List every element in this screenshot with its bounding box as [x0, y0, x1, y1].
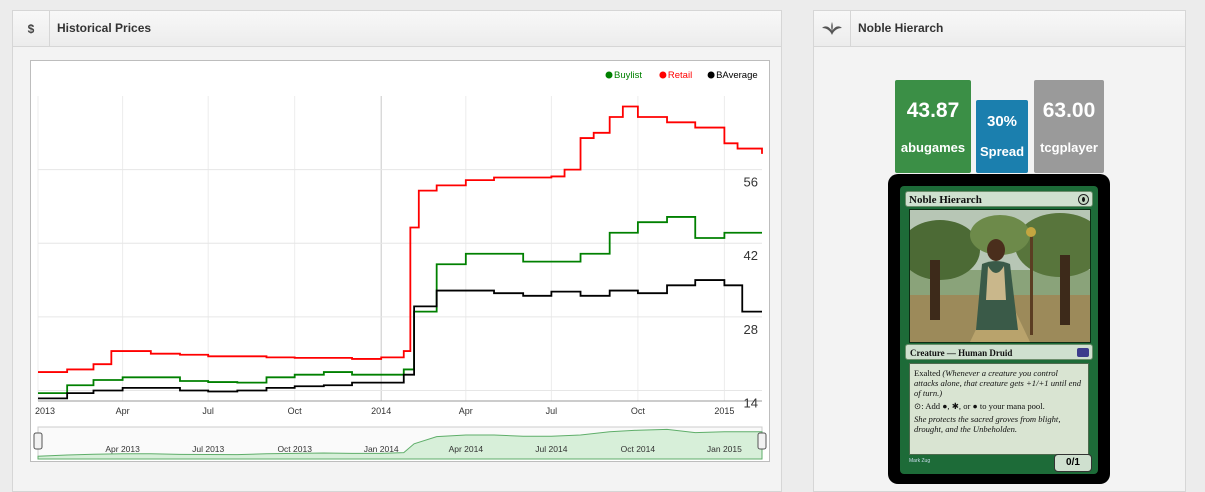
power-toughness: 0/1: [1054, 454, 1092, 472]
x-tick-label: 2014: [371, 406, 391, 416]
navigator-label: Jul 2013: [192, 444, 224, 454]
series-line-retail: [38, 105, 763, 373]
x-tick-label: Jul: [202, 406, 214, 416]
historical-prices-panel: $ Historical Prices 14 28 42 56 2013 Apr Jul Oc…: [12, 10, 782, 492]
price-chart[interactable]: 14 28 42 56 2013 Apr Jul Oct 2014 Apr Jul Oct 2015 Bu…: [30, 60, 770, 462]
card-type: Creature — Human Druid: [910, 348, 1013, 358]
card-artwork: [909, 209, 1091, 343]
card-panel: Noble Hierarch 43.87 abugames 30% Spread…: [813, 10, 1186, 492]
legend-marker-buylist: [605, 71, 613, 79]
retail-source: tcgplayer: [1040, 140, 1098, 155]
panel-header: Noble Hierarch: [814, 11, 1185, 47]
keyword: Exalted: [914, 368, 941, 378]
navigator-label: Apr 2014: [449, 444, 484, 454]
artist-credit: Mark Zug: [909, 458, 931, 464]
x-tick-label: Oct: [288, 406, 303, 416]
price-chart-svg[interactable]: 14 28 42 56 2013 Apr Jul Oct 2014 Apr Jul Oct 2015 Bu…: [31, 61, 769, 461]
spread-label: Spread: [979, 144, 1025, 159]
y-tick-label: 28: [744, 322, 758, 337]
y-tick-label: 14: [744, 395, 758, 410]
spread-badge: 30% Spread: [976, 100, 1028, 173]
x-tick-label: 2015: [714, 406, 734, 416]
navigator-handle[interactable]: [33, 432, 43, 450]
green-mana-icon: [1078, 194, 1089, 205]
panel-title: Noble Hierarch: [858, 21, 944, 35]
card-name: Noble Hierarch: [909, 194, 982, 206]
buylist-price: 43.87: [906, 99, 960, 122]
legend-marker-baverage: [707, 71, 715, 79]
tap-icon: ⊙: [914, 401, 922, 411]
legend-label-baverage: BAverage: [716, 70, 758, 81]
legend-marker-retail: [659, 71, 667, 79]
legend-label-buylist: Buylist: [614, 70, 642, 81]
navigator-label: Oct 2013: [277, 444, 312, 454]
y-tick-label: 42: [744, 248, 758, 263]
x-tick-label: 2013: [35, 406, 55, 416]
navigator-area: [37, 428, 763, 460]
spread-value: 30%: [986, 113, 1018, 130]
navigator-label: Oct 2014: [621, 444, 656, 454]
plant-icon: [814, 11, 851, 46]
navigator-label: Apr 2013: [105, 444, 140, 454]
panel-title: Historical Prices: [57, 21, 152, 35]
dollar-icon: $: [13, 11, 50, 46]
card-body: Noble Hierarch: [900, 186, 1098, 474]
reminder-text: (Whenever a creature you control attacks…: [914, 368, 1082, 398]
card-rules-box: Exalted (Whenever a creature you control…: [909, 363, 1089, 455]
retail-price: 63.00: [1042, 99, 1096, 122]
x-tick-label: Jul: [546, 406, 558, 416]
flavor-text: She protects the sacred groves from blig…: [914, 414, 1061, 434]
y-tick-label: 56: [744, 175, 758, 190]
card-type-line: Creature — Human Druid: [905, 344, 1093, 360]
series-line-buylist: [38, 216, 762, 395]
card-name-bar: Noble Hierarch: [905, 191, 1093, 207]
x-tick-label: Apr: [116, 406, 130, 416]
legend-label-retail: Retail: [668, 70, 692, 81]
navigator-label: Jan 2015: [707, 444, 742, 454]
navigator-label: Jan 2014: [364, 444, 399, 454]
set-symbol-icon: [1077, 348, 1089, 357]
panel-header: $ Historical Prices: [13, 11, 781, 47]
navigator-label: Jul 2014: [535, 444, 567, 454]
retail-price-badge[interactable]: 63.00 tcgplayer: [1034, 80, 1104, 173]
buylist-source: abugames: [900, 140, 966, 155]
x-tick-label: Apr: [459, 406, 473, 416]
card-image: Noble Hierarch: [888, 174, 1110, 484]
buylist-price-badge[interactable]: 43.87 abugames: [895, 80, 971, 173]
series-line-baverage: [38, 279, 762, 400]
mana-ability: Add ●, ✱, or ● to your mana pool.: [925, 401, 1045, 411]
x-tick-label: Oct: [631, 406, 646, 416]
navigator-handle[interactable]: [757, 432, 767, 450]
